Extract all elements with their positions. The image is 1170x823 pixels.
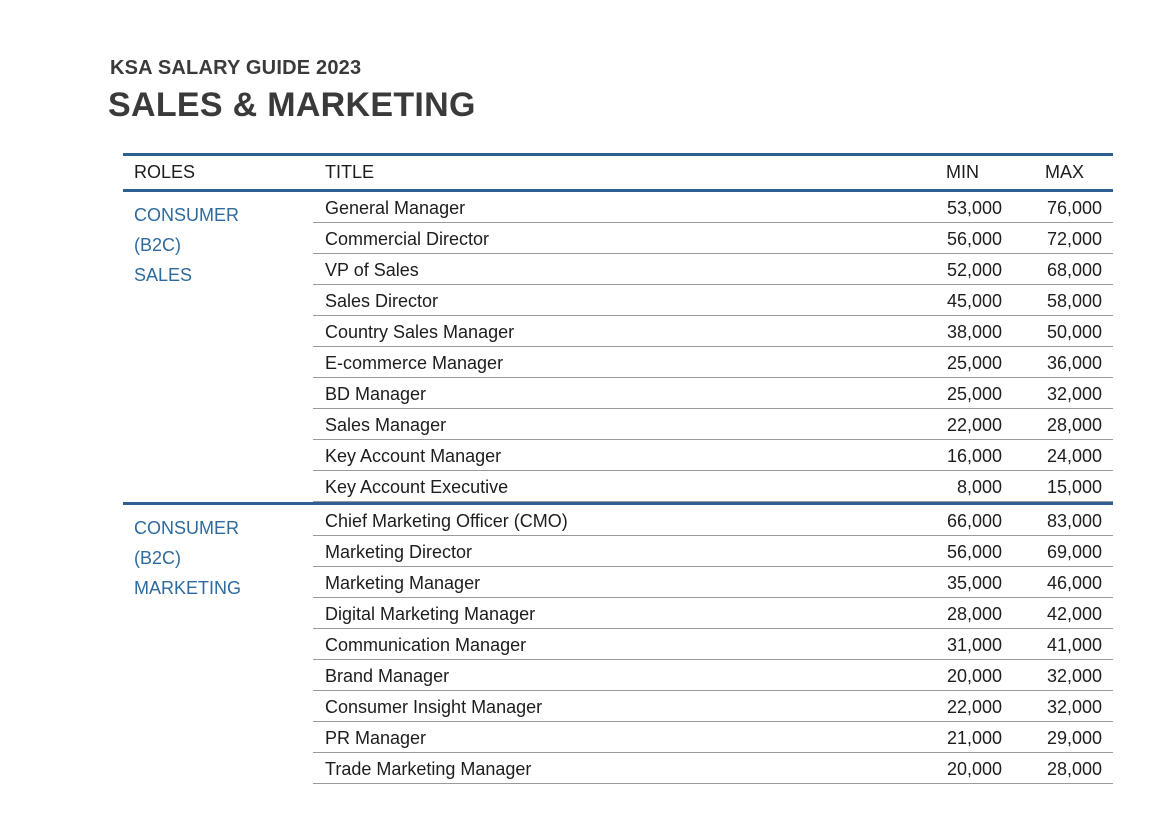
table-row: Country Sales Manager 38,000 50,000: [313, 316, 1113, 347]
column-header-roles: ROLES: [134, 162, 196, 182]
role-category: CONSUMER (B2C) MARKETING: [134, 513, 304, 603]
job-title-cell: Brand Manager: [325, 666, 450, 686]
job-title-cell: Marketing Director: [325, 542, 473, 562]
table-body: CONSUMER (B2C) SALES General Manager 53,000 7…: [123, 192, 1113, 784]
section-rows: Chief Marketing Officer (CMO) 66,000 83,00…: [313, 505, 1113, 784]
min-salary-cell: 20,000: [946, 759, 1002, 779]
job-title-cell: Commercial Director: [325, 229, 490, 249]
min-salary-cell: 22,000: [946, 415, 1002, 435]
max-salary-cell: 72,000: [1046, 229, 1102, 249]
max-salary-cell: 28,000: [1046, 415, 1102, 435]
min-salary-cell: 35,000: [946, 573, 1002, 593]
max-salary-cell: 69,000: [1046, 542, 1102, 562]
max-salary-cell: 28,000: [1046, 759, 1102, 779]
max-salary-cell: 58,000: [1046, 291, 1102, 311]
job-title-cell: VP of Sales: [325, 260, 419, 280]
table-row: Commercial Director 56,000 72,000: [313, 223, 1113, 254]
table-row: Sales Manager 22,000 28,000: [313, 409, 1113, 440]
job-title-cell: Marketing Manager: [325, 573, 481, 593]
job-title-cell: Sales Manager: [325, 415, 447, 435]
column-header-min: MIN: [946, 162, 979, 182]
table-row: Marketing Manager 35,000 46,000: [313, 567, 1113, 598]
job-title-cell: BD Manager: [325, 384, 427, 404]
table-row: Brand Manager 20,000 32,000: [313, 660, 1113, 691]
section-rows: General Manager 53,000 76,000 Commercial Di…: [313, 192, 1113, 502]
table-row: Sales Director 45,000 58,000: [313, 285, 1113, 316]
min-salary-cell: 38,000: [946, 322, 1002, 342]
salary-table: ROLES TITLE MIN MAX CONSUMER (B2C) SALES Ge…: [123, 153, 1113, 784]
table-section: CONSUMER (B2C) MARKETING Chief Marketing Of…: [123, 502, 1113, 784]
job-title-cell: Chief Marketing Officer (CMO): [325, 511, 568, 531]
min-salary-cell: 66,000: [946, 511, 1002, 531]
table-section: CONSUMER (B2C) SALES General Manager 53,000 7…: [123, 192, 1113, 502]
role-category-line: MARKETING: [134, 578, 242, 598]
job-title-cell: PR Manager: [325, 728, 427, 748]
table-row: VP of Sales 52,000 68,000: [313, 254, 1113, 285]
table-row: Marketing Director 56,000 69,000: [313, 536, 1113, 567]
min-salary-cell: 53,000: [946, 198, 1002, 218]
max-salary-cell: 76,000: [1046, 198, 1102, 218]
max-salary-cell: 32,000: [1046, 697, 1102, 717]
table-row: Key Account Executive 8,000 15,000: [313, 471, 1113, 502]
min-salary-cell: 8,000: [956, 477, 1002, 497]
max-salary-cell: 50,000: [1046, 322, 1102, 342]
min-salary-cell: 20,000: [946, 666, 1002, 686]
min-salary-cell: 21,000: [946, 728, 1002, 748]
table-row: Chief Marketing Officer (CMO) 66,000 83,00…: [313, 505, 1113, 536]
max-salary-cell: 68,000: [1046, 260, 1102, 280]
column-header-title: TITLE: [325, 162, 375, 182]
max-salary-cell: 15,000: [1046, 477, 1102, 497]
job-title-cell: Sales Director: [325, 291, 439, 311]
job-title-cell: Key Account Manager: [325, 446, 502, 466]
table-row: BD Manager 25,000 32,000: [313, 378, 1113, 409]
table-row: Digital Marketing Manager 28,000 42,000: [313, 598, 1113, 629]
column-header-max: MAX: [1045, 162, 1085, 182]
job-title-cell: Digital Marketing Manager: [325, 604, 536, 624]
max-salary-cell: 32,000: [1046, 384, 1102, 404]
role-category-line: (B2C): [134, 235, 182, 255]
max-salary-cell: 83,000: [1046, 511, 1102, 531]
role-category-line: SALES: [134, 265, 193, 285]
table-row: E-commerce Manager 25,000 36,000: [313, 347, 1113, 378]
job-title-cell: General Manager: [325, 198, 466, 218]
min-salary-cell: 28,000: [946, 604, 1002, 624]
min-salary-cell: 22,000: [946, 697, 1002, 717]
table-row: General Manager 53,000 76,000: [313, 192, 1113, 223]
table-row: PR Manager 21,000 29,000: [313, 722, 1113, 753]
table-row: Consumer Insight Manager 22,000 32,000: [313, 691, 1113, 722]
table-row: Communication Manager 31,000 41,000: [313, 629, 1113, 660]
table-header: ROLES TITLE MIN MAX: [123, 153, 1113, 192]
min-salary-cell: 31,000: [946, 635, 1002, 655]
min-salary-cell: 45,000: [946, 291, 1002, 311]
min-salary-cell: 25,000: [946, 384, 1002, 404]
max-salary-cell: 36,000: [1046, 353, 1102, 373]
guide-eyebrow: KSA SALARY GUIDE 2023: [110, 57, 362, 79]
role-category-line: CONSUMER: [134, 205, 240, 225]
min-salary-cell: 25,000: [946, 353, 1002, 373]
job-title-cell: Key Account Executive: [325, 477, 509, 497]
job-title-cell: Communication Manager: [325, 635, 527, 655]
min-salary-cell: 56,000: [946, 542, 1002, 562]
role-category: CONSUMER (B2C) SALES: [134, 200, 304, 290]
max-salary-cell: 24,000: [1046, 446, 1102, 466]
min-salary-cell: 16,000: [946, 446, 1002, 466]
role-category-line: CONSUMER: [134, 518, 240, 538]
table-row: Trade Marketing Manager 20,000 28,000: [313, 753, 1113, 784]
job-title-cell: Consumer Insight Manager: [325, 697, 543, 717]
max-salary-cell: 29,000: [1046, 728, 1102, 748]
job-title-cell: E-commerce Manager: [325, 353, 504, 373]
job-title-cell: Country Sales Manager: [325, 322, 515, 342]
min-salary-cell: 52,000: [946, 260, 1002, 280]
job-title-cell: Trade Marketing Manager: [325, 759, 532, 779]
page-title: SALES & MARKETING: [108, 86, 476, 124]
role-category-line: (B2C): [134, 548, 182, 568]
max-salary-cell: 46,000: [1046, 573, 1102, 593]
max-salary-cell: 32,000: [1046, 666, 1102, 686]
max-salary-cell: 41,000: [1046, 635, 1102, 655]
table-row: Key Account Manager 16,000 24,000: [313, 440, 1113, 471]
min-salary-cell: 56,000: [946, 229, 1002, 249]
max-salary-cell: 42,000: [1046, 604, 1102, 624]
